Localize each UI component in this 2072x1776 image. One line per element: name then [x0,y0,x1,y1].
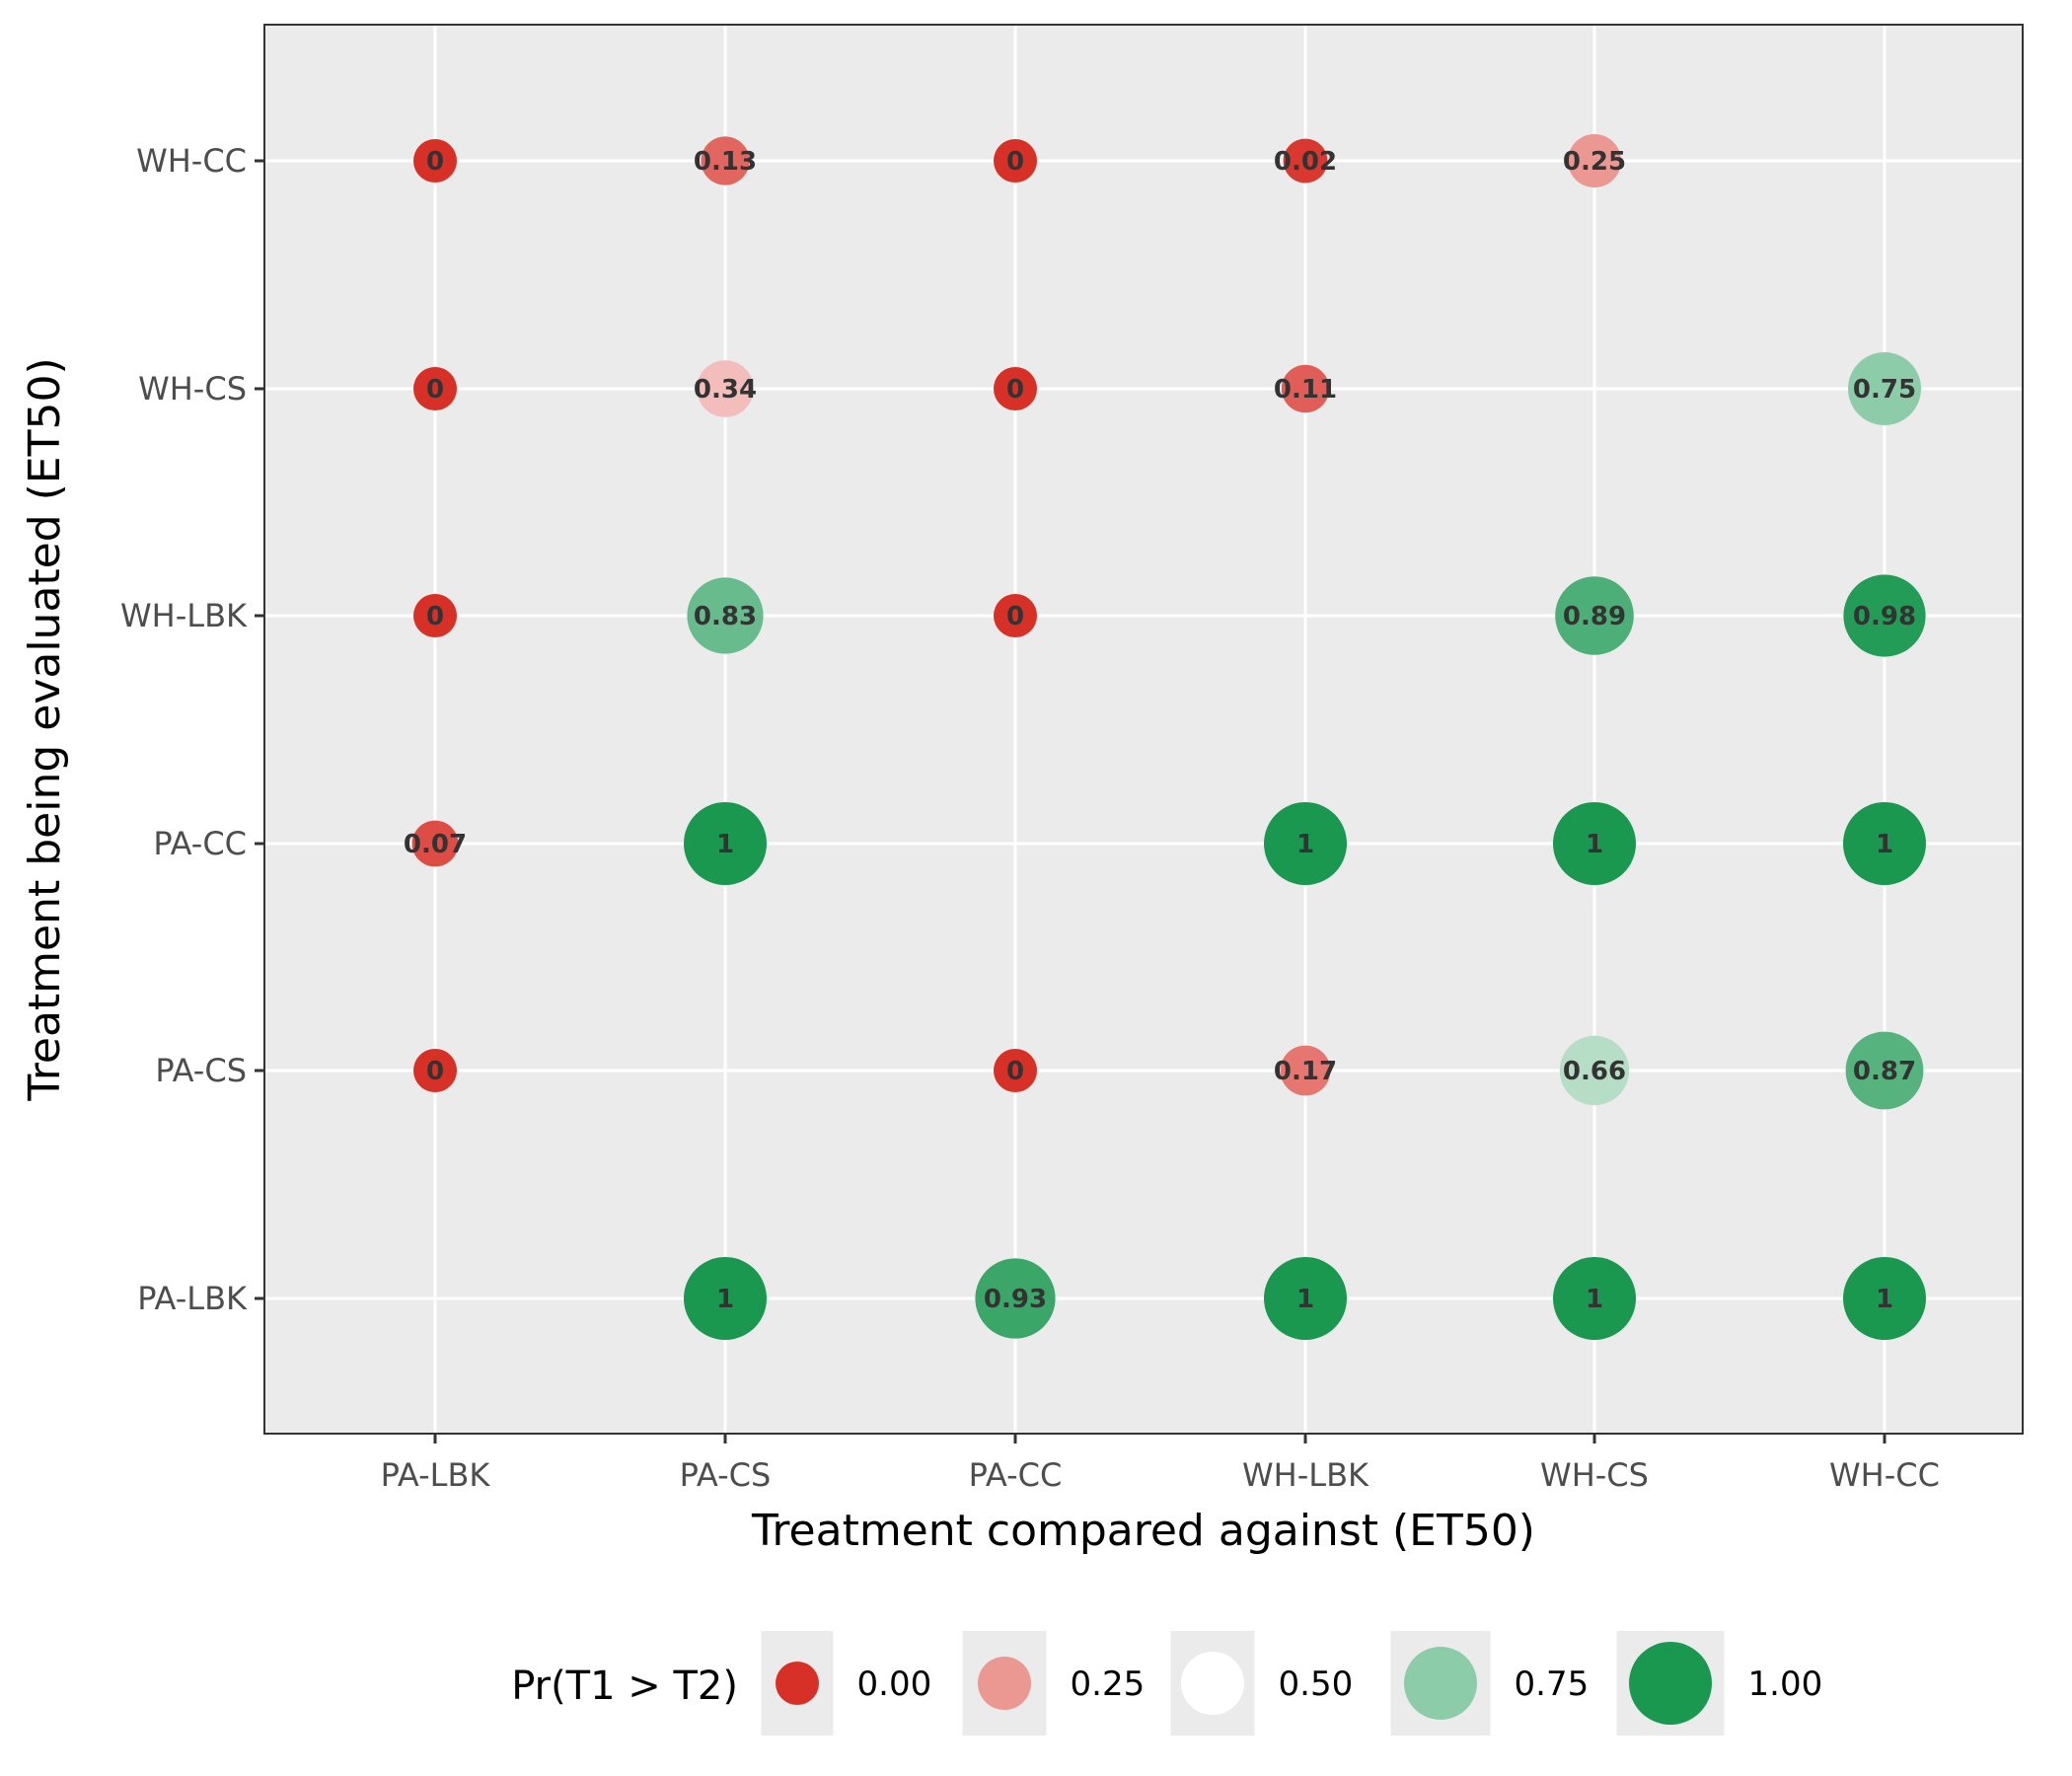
data-point-label: 0.34 [694,375,757,405]
legend: Pr(T1 > T2) 0.00 0.25 0.50 0.75 1.00 [511,1631,1822,1736]
legend-label: 0.50 [1279,1665,1354,1704]
data-point-label: 0.75 [1853,375,1916,405]
data-point-label: 0.13 [694,147,757,177]
data-point [684,802,767,885]
data-point-label: 0.66 [1563,1057,1626,1086]
data-point [684,1257,767,1340]
y-axis-title: Treatment being evaluated (ET50) [20,357,70,1101]
data-point [411,820,459,867]
x-tick-label: PA-CS [680,1456,772,1494]
data-point-label: 0 [426,147,444,177]
data-point [697,360,754,417]
data-point-label: 0.89 [1563,602,1626,631]
x-tick-label: WH-CS [1540,1456,1649,1494]
y-tick-label: WH-CS [138,370,247,407]
x-tick-label: PA-LBK [381,1456,491,1494]
data-point [1553,1257,1636,1340]
data-point [994,594,1037,637]
data-point [1264,1257,1347,1340]
data-labels: 0 0.13 0 0.02 0.25 0 0.34 0 0.11 0.75 0 0.83 0 0.89 0.… [404,147,1916,1314]
data-point [1843,1257,1926,1340]
data-point [1848,352,1921,425]
axes: PA-LBK PA-CS PA-CC WH-LBK WH-CS WH-CC PA-LBK PA… [120,142,1940,1494]
y-tick-label: PA-LBK [137,1280,248,1317]
legend-swatch [776,1662,819,1705]
data-point [994,139,1037,183]
data-point [1845,1031,1924,1110]
data-point-label: 0.93 [984,1285,1047,1314]
data-point [701,136,750,185]
data-point [413,1049,457,1092]
data-point [1843,574,1926,657]
legend-label: 0.00 [857,1665,932,1704]
data-point-label: 1 [716,1285,734,1314]
data-point [1553,802,1636,885]
data-point-label: 0.87 [1853,1057,1916,1086]
data-point [1281,364,1330,413]
data-point [1568,134,1621,187]
legend-swatch [1181,1652,1244,1715]
data-point-label: 0.98 [1853,602,1916,631]
data-point-label: 1 [716,830,734,859]
data-point-label: 1 [1586,1285,1603,1314]
grid-lines [265,26,2022,1433]
data-point-label: 1 [1876,1285,1893,1314]
data-point [687,577,764,654]
data-point [975,1258,1056,1339]
data-point [413,594,457,637]
data-point [413,139,457,183]
data-point-label: 0.83 [694,602,757,631]
x-tick-label: WH-CC [1829,1456,1940,1494]
data-point-label: 1 [1586,830,1603,859]
data-point [413,367,457,410]
data-point-label: 1 [1296,830,1314,859]
data-point [994,1049,1037,1092]
data-point-label: 1 [1296,1285,1314,1314]
legend-label: 1.00 [1748,1665,1823,1704]
data-point [994,367,1037,410]
data-point [1264,802,1347,885]
data-point-label: 0 [426,602,444,631]
data-point-label: 0 [1006,375,1024,405]
x-axis-title: Treatment compared against (ET50) [751,1506,1535,1556]
data-point-label: 0 [1006,1057,1024,1086]
y-tick-label: WH-CC [136,142,247,180]
x-tick-label: WH-LBK [1242,1456,1369,1494]
data-point-label: 0.17 [1274,1057,1337,1086]
legend-label: 0.25 [1071,1665,1146,1704]
data-point-label: 0 [1006,602,1024,631]
data-point [1283,138,1328,184]
data-point [1843,802,1926,885]
data-point [1559,1035,1630,1106]
legend-swatch [1404,1647,1477,1720]
legend-label: 0.75 [1515,1665,1590,1704]
data-point [1555,576,1634,655]
data-point-label: 0.07 [404,830,467,859]
data-point-label: 0.11 [1274,375,1337,405]
data-point-label: 0.25 [1563,147,1626,177]
data-point-label: 0 [426,1057,444,1086]
plot-panel [263,24,2024,1435]
y-tick-label: PA-CC [153,825,247,862]
legend-swatch [978,1657,1031,1710]
legend-title: Pr(T1 > T2) [511,1664,738,1709]
legend-swatch [1629,1642,1712,1725]
x-tick-label: PA-CC [969,1456,1063,1494]
data-point-label: 0.02 [1274,147,1337,177]
y-tick-label: WH-LBK [120,597,248,634]
y-tick-label: PA-CS [155,1052,247,1089]
data-point-label: 0 [1006,147,1024,177]
data-point-label: 0 [426,375,444,405]
data-point [1280,1045,1331,1096]
data-points [411,134,1926,1340]
data-point-label: 1 [1876,830,1893,859]
